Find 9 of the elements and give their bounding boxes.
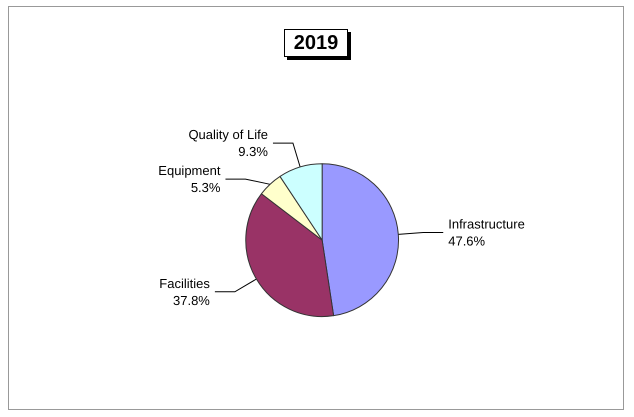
slice-label: Facilities bbox=[159, 276, 210, 291]
slice-label: Equipment bbox=[158, 163, 221, 178]
data-label: 37.8% bbox=[173, 292, 210, 308]
data-label: 47.6% bbox=[448, 234, 486, 249]
slice-label: Infrastructure bbox=[448, 216, 525, 232]
data-label: 5.3% bbox=[190, 180, 221, 196]
chart-title: 2019 bbox=[294, 32, 338, 54]
data-label: 9.3% bbox=[238, 144, 268, 160]
slice-label: Quality of Life bbox=[188, 127, 268, 142]
